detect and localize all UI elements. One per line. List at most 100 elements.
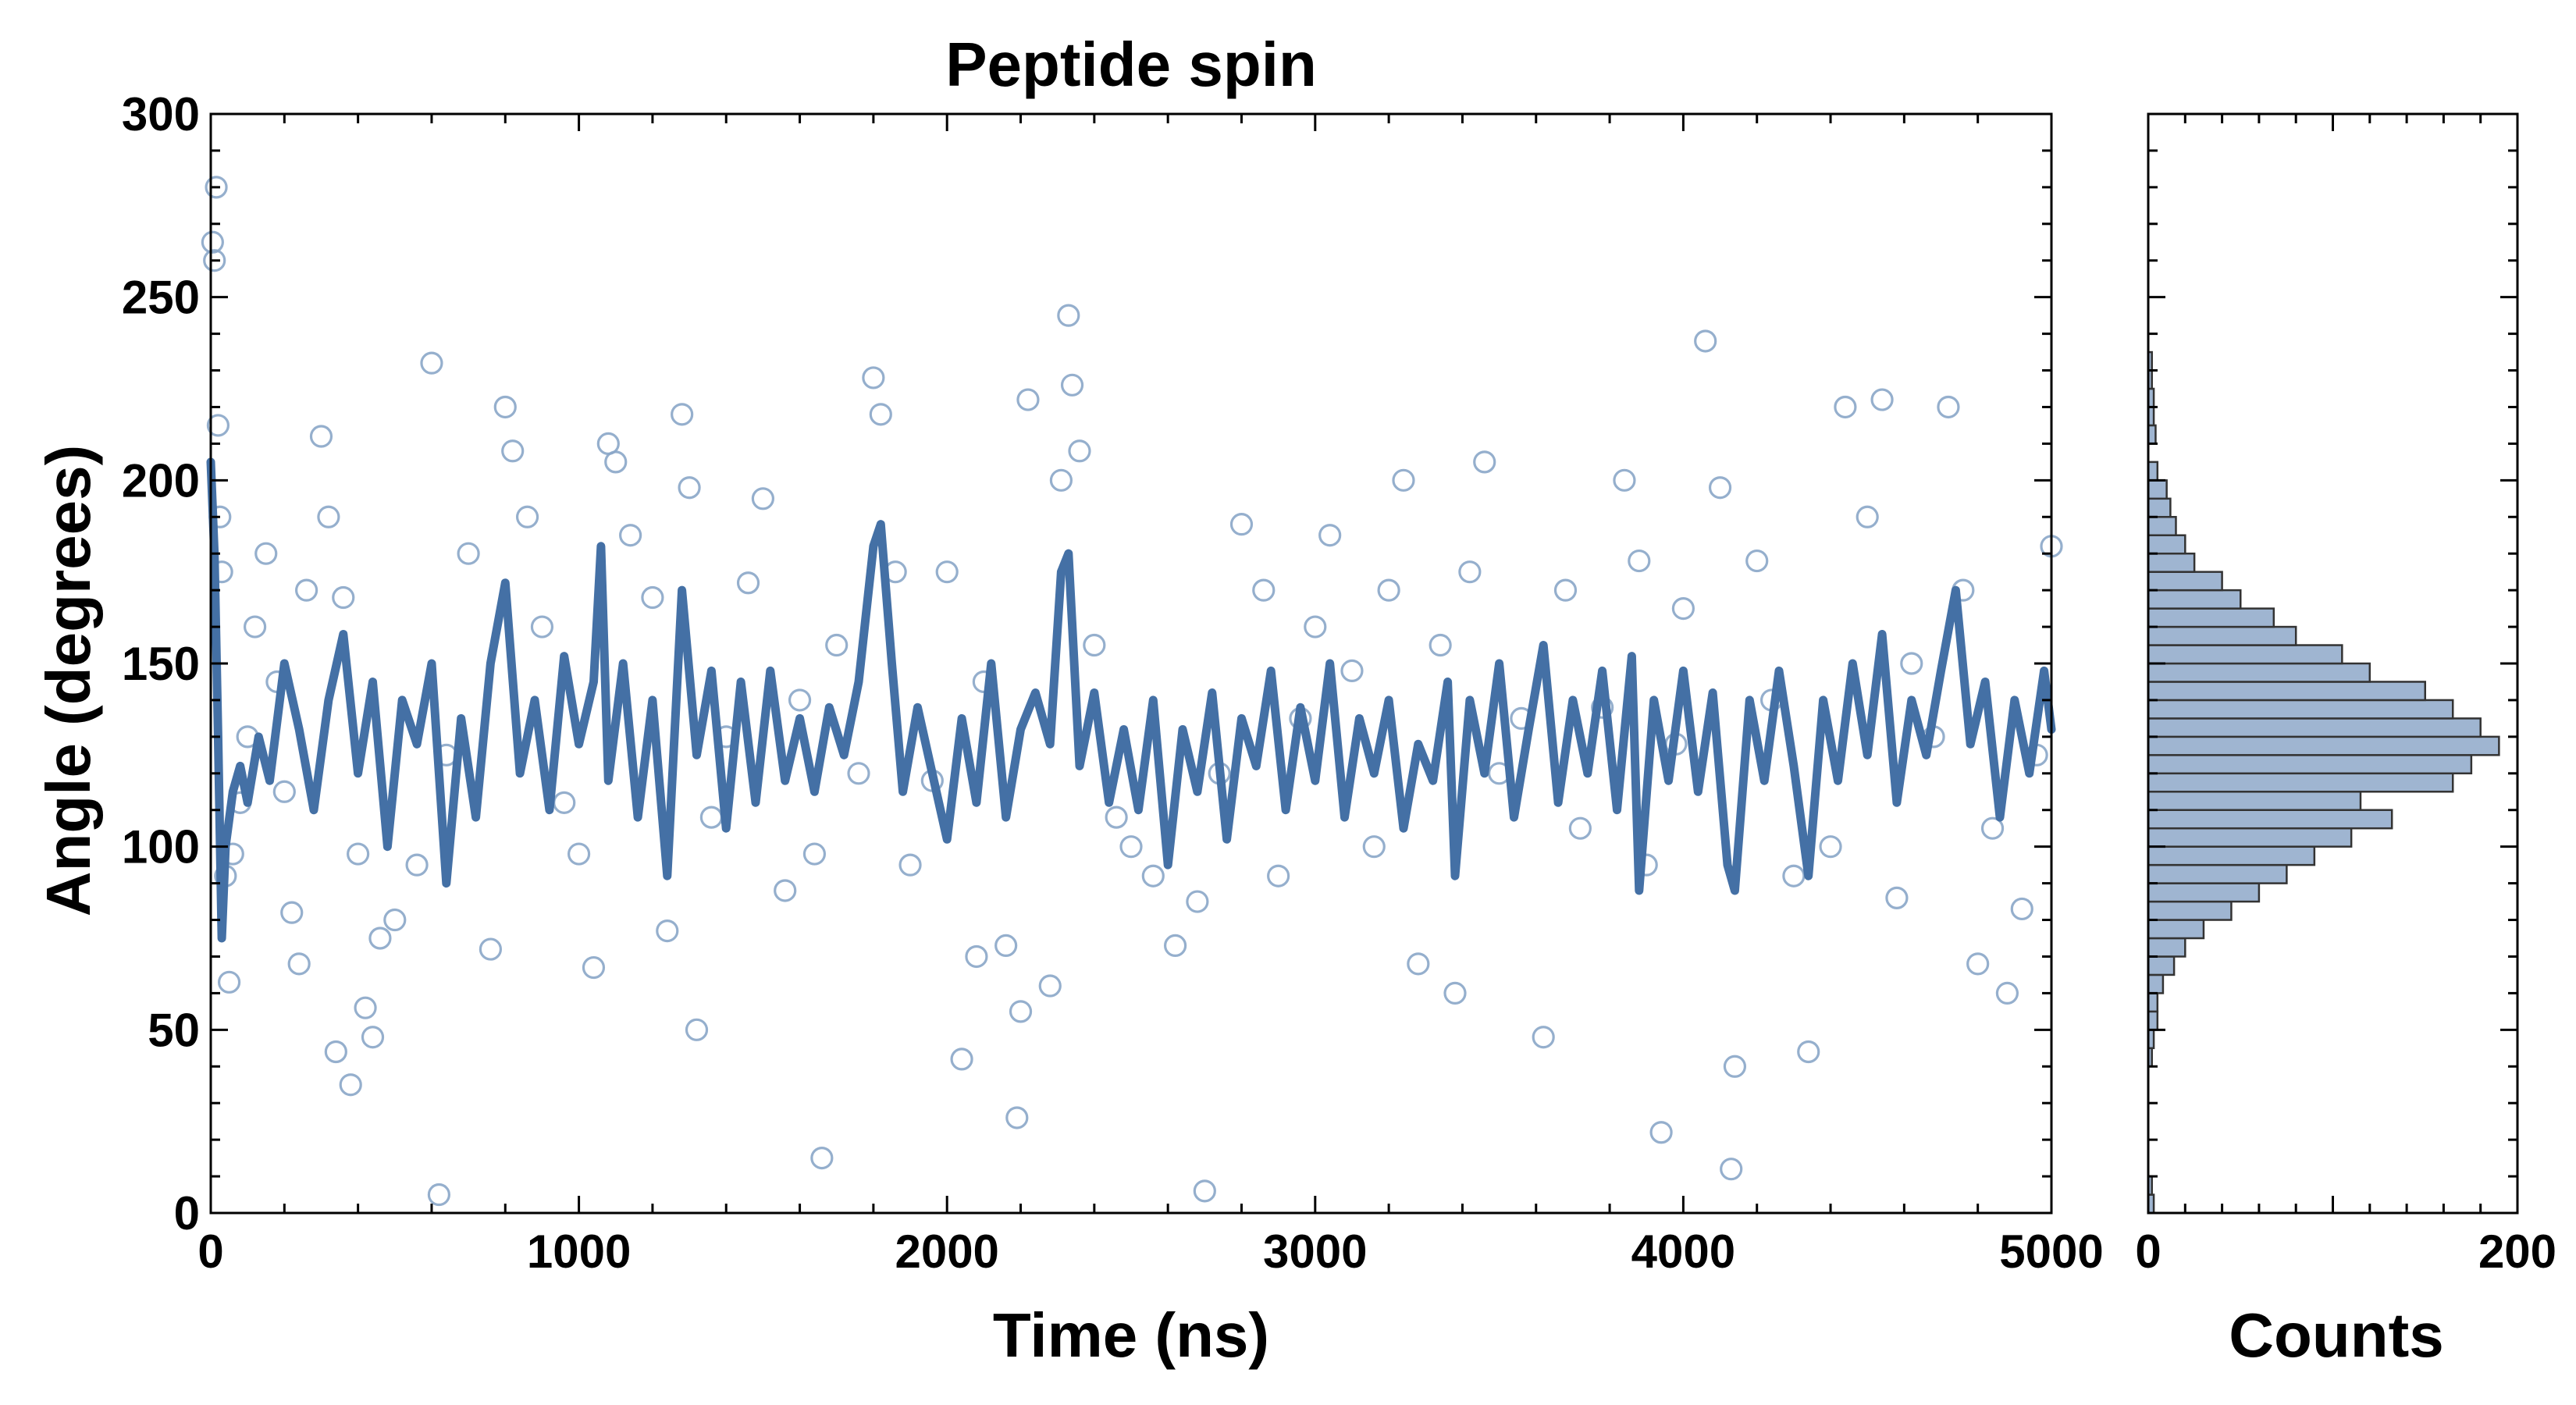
scatter-point [368, 927, 392, 950]
scatter-point [493, 395, 517, 419]
scatter-point [685, 1018, 709, 1041]
histogram-bar [2147, 809, 2393, 830]
x-axis-label: Time (ns) [993, 1300, 1269, 1370]
scatter-point [1628, 549, 1651, 573]
scatter-point [1553, 578, 1578, 602]
y-axis-label: Angle (degrees) [34, 445, 103, 917]
scatter-point [1038, 974, 1062, 998]
x-tick-label: 3000 [1263, 1225, 1367, 1278]
scatter-point [254, 542, 278, 565]
scatter-point [641, 585, 664, 610]
scatter-point [619, 524, 642, 547]
scatter-point [671, 403, 694, 426]
scatter-point [604, 450, 628, 474]
scatter-point [802, 842, 827, 866]
scatter-point [935, 560, 959, 584]
histogram-bar [2147, 534, 2186, 555]
histogram-bar [2147, 497, 2172, 518]
x-tick-label: 1000 [527, 1225, 631, 1278]
scatter-point [1900, 652, 1923, 675]
scatter-point [347, 842, 370, 866]
histogram-bar [2147, 827, 2353, 848]
scatter-point [788, 688, 812, 712]
histogram-bar [2147, 625, 2297, 646]
histogram-bar [2147, 937, 2186, 958]
chart-title: Peptide spin [945, 30, 1317, 99]
scatter-point [567, 842, 591, 866]
y-tick-label: 0 [174, 1187, 200, 1240]
scatter-point [950, 1048, 973, 1071]
scatter-point [1782, 864, 1806, 887]
histogram-bar [2147, 754, 2473, 775]
scatter-point [898, 853, 922, 877]
scatter-point [309, 425, 333, 448]
scatter-point [1819, 835, 1842, 859]
scatter-point [1304, 615, 1327, 638]
scatter-point [427, 1183, 450, 1207]
scatter-point [339, 1073, 362, 1097]
scatter-point [582, 955, 606, 980]
scatter-point [1186, 890, 1209, 913]
scatter-point [203, 249, 226, 272]
scatter-point [1797, 1040, 1820, 1064]
scatter-point [1966, 952, 1990, 976]
scatter-point [825, 633, 849, 657]
scatter-point [295, 578, 318, 602]
scatter-point [1613, 468, 1636, 492]
y-tick-label: 100 [122, 821, 200, 873]
scatter-point [501, 439, 525, 463]
scatter-point [736, 571, 760, 595]
scatter-point [361, 1026, 385, 1049]
scatter-point [287, 952, 311, 976]
scatter-point [847, 762, 870, 785]
scatter-point [332, 585, 355, 610]
x-tick-label: 4000 [1631, 1225, 1735, 1278]
scatter-point [420, 351, 443, 375]
histogram-bar [2147, 681, 2426, 702]
histogram-bar [2147, 552, 2196, 573]
scatter-point [1834, 395, 1857, 419]
scatter-point [1568, 816, 1592, 840]
histogram-bar [2147, 992, 2159, 1013]
scatter-point [324, 1040, 347, 1064]
histogram-bar [2147, 461, 2159, 482]
scatter-point [774, 879, 797, 902]
smoothed-line [206, 457, 2056, 943]
y-tick-label: 250 [122, 272, 200, 324]
scatter-point [354, 996, 377, 1019]
histogram-plot: 0 200 [2135, 112, 2556, 1278]
scatter-point [1532, 1026, 1555, 1049]
scatter-point [1340, 659, 1364, 682]
scatter-point [553, 791, 576, 814]
histogram-bar [2147, 955, 2176, 976]
scatter-point [530, 615, 554, 638]
scatter-point [1720, 1158, 1743, 1181]
scatter-point [1083, 633, 1106, 657]
x-tick-label: 2000 [895, 1225, 998, 1278]
scatter-point [1694, 329, 1717, 353]
scatter-point [243, 615, 267, 638]
histogram-bar [2147, 845, 2316, 866]
histogram-bar [2147, 735, 2500, 756]
x-tick-label: 5000 [1999, 1225, 2103, 1278]
scatter-point [1016, 388, 1040, 411]
scatter-point [1057, 304, 1080, 327]
scatter-point [656, 919, 679, 943]
x-tick-label: 0 [197, 1225, 223, 1278]
histogram-bar [2147, 791, 2362, 811]
scatter-point [272, 780, 296, 803]
scatter-point [217, 970, 241, 994]
scatter-point [1407, 952, 1430, 976]
scatter-point [1009, 1000, 1033, 1023]
scatter-point [405, 853, 429, 877]
hist-x-tick-label: 0 [2135, 1225, 2161, 1278]
scatter-point [810, 1146, 834, 1170]
histogram-bar [2147, 589, 2242, 610]
scatter-point [1458, 560, 1482, 584]
scatter-point [1163, 934, 1187, 957]
scatter-point [1318, 524, 1342, 547]
scatter-point [1856, 505, 1879, 528]
scatter-point [1473, 450, 1496, 474]
histogram-bar [2147, 717, 2482, 738]
scatter-point [1267, 864, 1290, 887]
